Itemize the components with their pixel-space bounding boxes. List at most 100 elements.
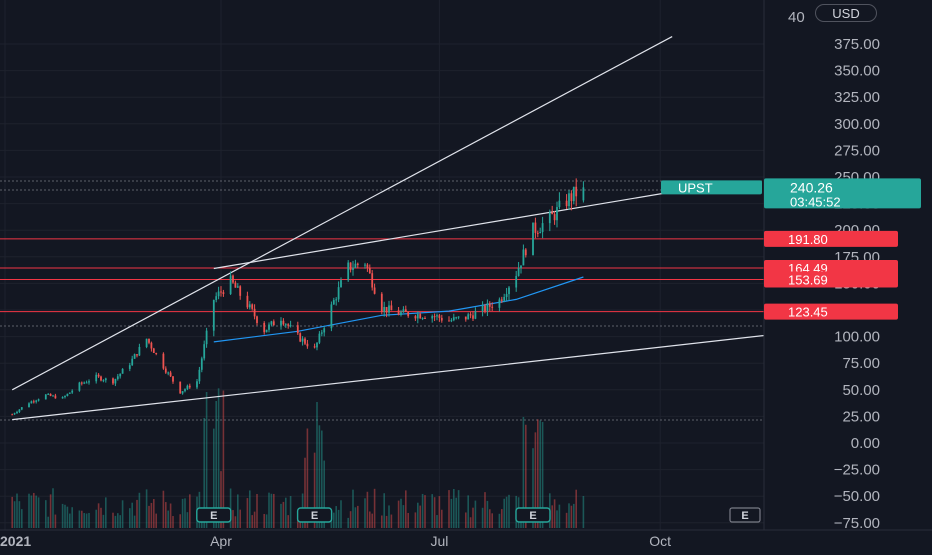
time-axis[interactable]: 2021 Apr Jul Oct (0, 529, 932, 550)
volume-bar (417, 502, 419, 528)
volume-bar (373, 488, 376, 528)
volume-bar (565, 512, 568, 528)
trend-lines[interactable] (11, 36, 765, 421)
volume-bar (246, 498, 249, 528)
volume-bar (405, 490, 407, 528)
volume-bar (316, 402, 318, 528)
candle-body (354, 263, 357, 268)
candle-body (236, 286, 239, 288)
volume-bar (503, 498, 505, 528)
volume-bar (433, 497, 436, 528)
volume-bar (119, 515, 121, 528)
volume-bar (357, 505, 359, 528)
volume-bar (117, 513, 119, 528)
candle-body (299, 333, 302, 342)
volume-bar (162, 490, 165, 528)
volume-bar (407, 512, 409, 528)
price-tick-label: 275.00 (834, 142, 880, 159)
volume-bar (265, 514, 268, 528)
candle-body (162, 353, 165, 369)
candle-body (438, 315, 441, 318)
currency-selector[interactable]: USD (815, 4, 877, 22)
candle-body (484, 305, 486, 312)
candle-body (433, 316, 436, 318)
volume-bar (229, 488, 232, 528)
candle-body (440, 317, 443, 321)
candle-body (323, 328, 326, 333)
volume-bar (184, 498, 186, 528)
candle-body (313, 346, 316, 348)
candle-body (138, 346, 141, 356)
volume-bar (505, 496, 508, 528)
volume-bar (181, 498, 184, 528)
candle-body (18, 409, 21, 412)
candle-body (169, 372, 172, 377)
candle-body (54, 395, 57, 399)
price-tick-label: 325.00 (834, 89, 880, 106)
candle-body (150, 342, 153, 349)
volume-bar (551, 505, 553, 528)
candle-body (148, 338, 150, 343)
volume-bar (457, 490, 460, 528)
volume-bar (253, 511, 256, 528)
candle-body (97, 374, 100, 377)
candle-body (320, 332, 323, 334)
candle-body (388, 305, 390, 313)
earnings-toggle (729, 507, 761, 523)
volume-bar (568, 503, 570, 528)
candle-body (450, 320, 453, 322)
candle-body (20, 407, 23, 410)
volume-bar (112, 512, 114, 528)
candle-body (13, 413, 16, 415)
volume-bar (167, 510, 169, 528)
candle-body (532, 222, 534, 256)
volume-bar (121, 500, 124, 528)
candle-body (268, 324, 270, 330)
candle-body (558, 200, 561, 208)
candle-body (253, 308, 256, 317)
candle-body (373, 287, 376, 294)
volume-bar (133, 515, 136, 528)
volume-bar (369, 511, 371, 528)
candle-body (385, 306, 388, 313)
candle-body (352, 267, 354, 270)
volume-bar (145, 489, 148, 528)
volume-bar (323, 460, 325, 528)
candle-body (212, 299, 215, 331)
candle-body (486, 303, 489, 312)
candle-body (85, 382, 88, 384)
candle-body (184, 389, 186, 392)
horizontal-levels[interactable] (0, 238, 764, 313)
last-price-label: 240.26 (790, 179, 833, 195)
volume-bar (570, 505, 573, 528)
candle-body (582, 187, 585, 201)
volume-bar (352, 489, 354, 528)
candle-body (217, 291, 220, 297)
candle-body (337, 287, 340, 300)
moving-average (213, 276, 584, 343)
candle-body (287, 324, 290, 326)
volume-bar (30, 495, 33, 528)
candle-body (349, 262, 352, 270)
candle-body (100, 376, 102, 381)
volume-bar (105, 497, 107, 528)
price-tick-label: −50.00 (834, 488, 880, 505)
candle-body (83, 382, 86, 384)
volume-bar (52, 488, 54, 528)
candle-body (167, 372, 170, 374)
volume-bar (251, 515, 253, 528)
symbol-tag-bg (661, 180, 762, 195)
candle-body (88, 381, 90, 383)
volume-bar (289, 496, 292, 528)
price-tick-label: 100.00 (834, 329, 880, 346)
candle-body (414, 316, 417, 319)
candle-body (431, 316, 434, 319)
candle-body (284, 324, 287, 326)
candle-body (114, 378, 117, 384)
volume-bar (481, 507, 484, 528)
volume-bar (400, 498, 402, 528)
volume-bar (347, 517, 349, 528)
